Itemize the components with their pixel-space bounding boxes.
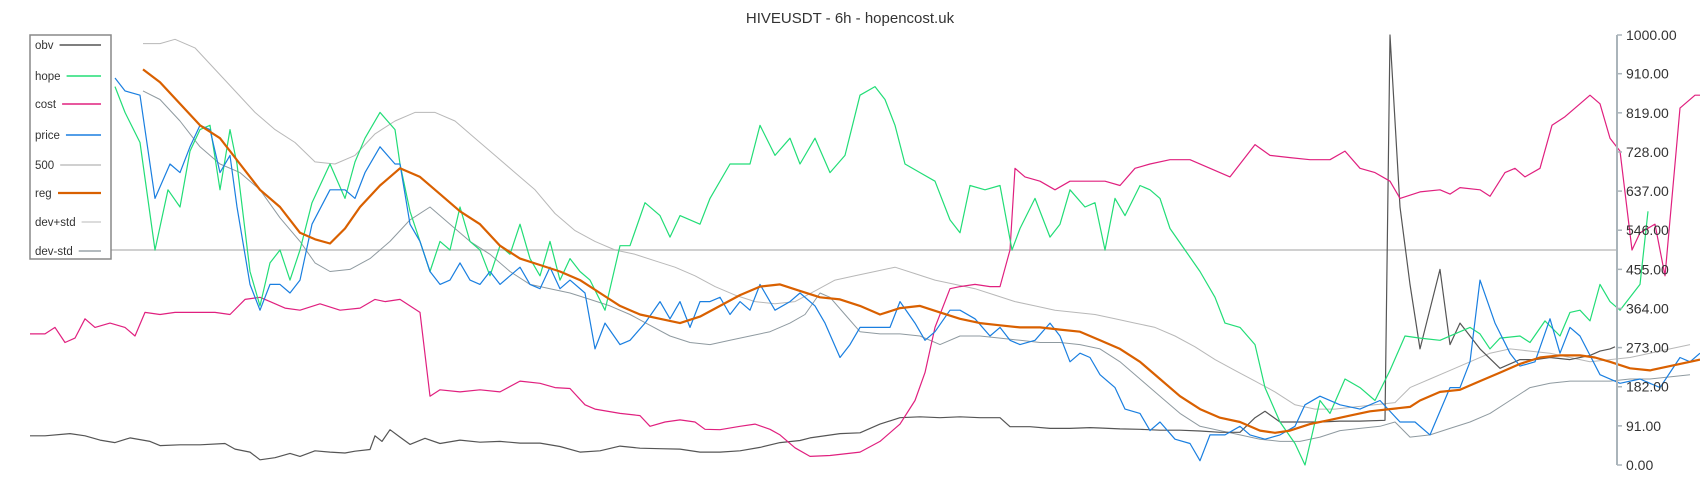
series-cost [30, 94, 1700, 457]
series-price [114, 77, 1700, 462]
legend-label: hope [35, 71, 61, 83]
series-dev-std [142, 90, 1691, 442]
legend-label: obv [35, 40, 54, 52]
y-tick-label: 637.00 [1626, 183, 1669, 199]
y-tick-label: 91.00 [1626, 418, 1661, 434]
series-dev-std [143, 38, 1691, 410]
y-tick-label: 0.00 [1626, 457, 1653, 473]
y-tick-label: 1000.00 [1626, 27, 1677, 43]
series-layer [30, 34, 1700, 466]
y-tick-label: 910.00 [1626, 66, 1669, 82]
legend-label: reg [35, 188, 52, 200]
chart-title: HIVEUSDT - 6h - hopencost.uk [745, 10, 955, 27]
y-tick-label: 182.00 [1626, 379, 1669, 395]
series-hope [114, 85, 1649, 466]
series-obv [30, 34, 1616, 461]
y-tick-label: 273.00 [1626, 340, 1669, 356]
legend-label: cost [35, 99, 57, 111]
y-tick-label: 819.00 [1626, 105, 1669, 121]
y-axis-right: 0.00 91.00 182.00 273.00 364.00 455.00 546.00 6… [1616, 27, 1677, 473]
legend: obv hope cost price 500 reg dev+std dev-std [29, 34, 112, 260]
legend-label: dev+std [35, 217, 76, 229]
y-tick-label: 364.00 [1626, 300, 1669, 316]
y-tick-label: 455.00 [1626, 261, 1669, 277]
legend-label: 500 [35, 160, 54, 172]
y-tick-label: 546.00 [1626, 222, 1669, 238]
series-reg [142, 68, 1700, 434]
legend-label: dev-std [35, 246, 73, 258]
y-tick-label: 728.00 [1626, 144, 1669, 160]
legend-label: price [35, 130, 60, 142]
